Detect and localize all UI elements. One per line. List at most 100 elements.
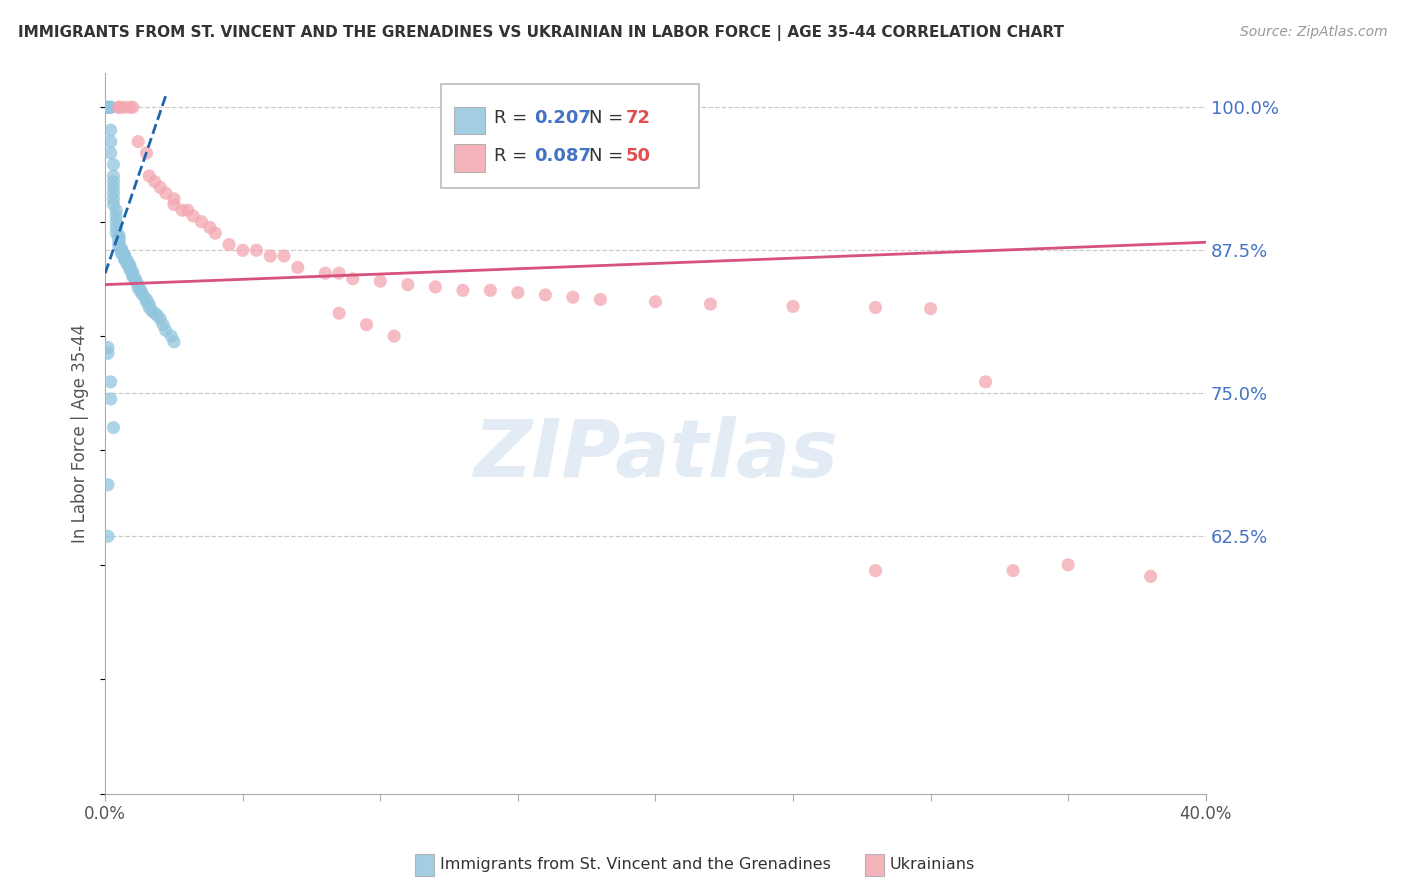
Text: N =: N = bbox=[589, 110, 630, 128]
FancyBboxPatch shape bbox=[454, 145, 485, 172]
Point bbox=[451, 283, 474, 297]
Point bbox=[190, 215, 212, 229]
Text: 0.207: 0.207 bbox=[534, 110, 592, 128]
Point bbox=[118, 260, 141, 275]
Text: R =: R = bbox=[494, 147, 533, 165]
Point bbox=[699, 297, 721, 311]
Point bbox=[97, 529, 120, 543]
Point bbox=[111, 245, 134, 260]
Point bbox=[124, 274, 146, 288]
Point bbox=[328, 306, 350, 320]
Point bbox=[108, 233, 131, 247]
Point bbox=[132, 289, 155, 303]
Point bbox=[138, 301, 160, 315]
Point bbox=[160, 329, 183, 343]
Point bbox=[118, 100, 141, 114]
FancyBboxPatch shape bbox=[441, 84, 699, 188]
Point bbox=[143, 175, 166, 189]
Point bbox=[103, 420, 125, 434]
Point bbox=[143, 306, 166, 320]
Point bbox=[163, 197, 186, 211]
Point bbox=[177, 203, 200, 218]
Point bbox=[865, 301, 887, 315]
Point bbox=[370, 274, 392, 288]
Point bbox=[115, 256, 138, 270]
Point bbox=[1057, 558, 1080, 572]
Point bbox=[105, 209, 128, 223]
Point bbox=[121, 268, 143, 282]
Point bbox=[245, 244, 267, 258]
Point bbox=[115, 253, 138, 268]
Text: ZIPatlas: ZIPatlas bbox=[472, 416, 838, 494]
Point bbox=[135, 146, 157, 161]
Point bbox=[141, 304, 163, 318]
Point bbox=[149, 312, 172, 326]
Point bbox=[103, 192, 125, 206]
Point bbox=[114, 252, 136, 266]
Point bbox=[425, 280, 447, 294]
Point bbox=[100, 375, 122, 389]
Point bbox=[108, 240, 131, 254]
Text: 72: 72 bbox=[626, 110, 651, 128]
Point bbox=[105, 226, 128, 240]
Point bbox=[97, 346, 120, 360]
Point bbox=[181, 209, 204, 223]
Point bbox=[103, 186, 125, 200]
Y-axis label: In Labor Force | Age 35-44: In Labor Force | Age 35-44 bbox=[72, 324, 89, 543]
Point bbox=[108, 100, 131, 114]
Point bbox=[121, 269, 143, 284]
Point bbox=[506, 285, 529, 300]
Point bbox=[561, 290, 583, 304]
Point bbox=[163, 334, 186, 349]
Point bbox=[149, 180, 172, 194]
Point bbox=[108, 230, 131, 244]
Point bbox=[97, 478, 120, 492]
Text: 0.087: 0.087 bbox=[534, 147, 592, 165]
Point bbox=[103, 180, 125, 194]
Point bbox=[97, 100, 120, 114]
Point bbox=[111, 242, 134, 256]
Text: Source: ZipAtlas.com: Source: ZipAtlas.com bbox=[1240, 25, 1388, 39]
Point bbox=[100, 100, 122, 114]
Point bbox=[111, 246, 134, 260]
Point bbox=[920, 301, 942, 316]
Point bbox=[135, 294, 157, 309]
Text: Immigrants from St. Vincent and the Grenadines: Immigrants from St. Vincent and the Gren… bbox=[440, 857, 831, 871]
Point bbox=[108, 100, 131, 114]
Point bbox=[138, 297, 160, 311]
Point bbox=[396, 277, 419, 292]
Point bbox=[127, 135, 149, 149]
Point bbox=[100, 100, 122, 114]
Point bbox=[644, 294, 666, 309]
Point bbox=[218, 237, 240, 252]
Point bbox=[118, 262, 141, 277]
Point bbox=[314, 266, 336, 280]
Point bbox=[135, 293, 157, 307]
Point bbox=[342, 272, 364, 286]
Point bbox=[129, 283, 152, 297]
Point bbox=[97, 100, 120, 114]
Point bbox=[479, 283, 502, 297]
Point bbox=[97, 341, 120, 355]
Point bbox=[534, 288, 557, 302]
Point bbox=[105, 215, 128, 229]
Point bbox=[111, 244, 134, 258]
Point bbox=[105, 203, 128, 218]
Point bbox=[108, 235, 131, 250]
Point bbox=[114, 100, 136, 114]
Point bbox=[114, 248, 136, 262]
Point bbox=[114, 252, 136, 267]
Point bbox=[146, 309, 169, 323]
Point bbox=[100, 146, 122, 161]
Point bbox=[100, 123, 122, 137]
Point bbox=[108, 237, 131, 252]
Point bbox=[232, 244, 254, 258]
Point bbox=[105, 220, 128, 235]
Point bbox=[103, 175, 125, 189]
Point bbox=[103, 197, 125, 211]
Point bbox=[204, 226, 226, 240]
Point bbox=[127, 277, 149, 292]
Point bbox=[111, 244, 134, 259]
Point bbox=[138, 169, 160, 183]
Text: N =: N = bbox=[589, 147, 630, 165]
